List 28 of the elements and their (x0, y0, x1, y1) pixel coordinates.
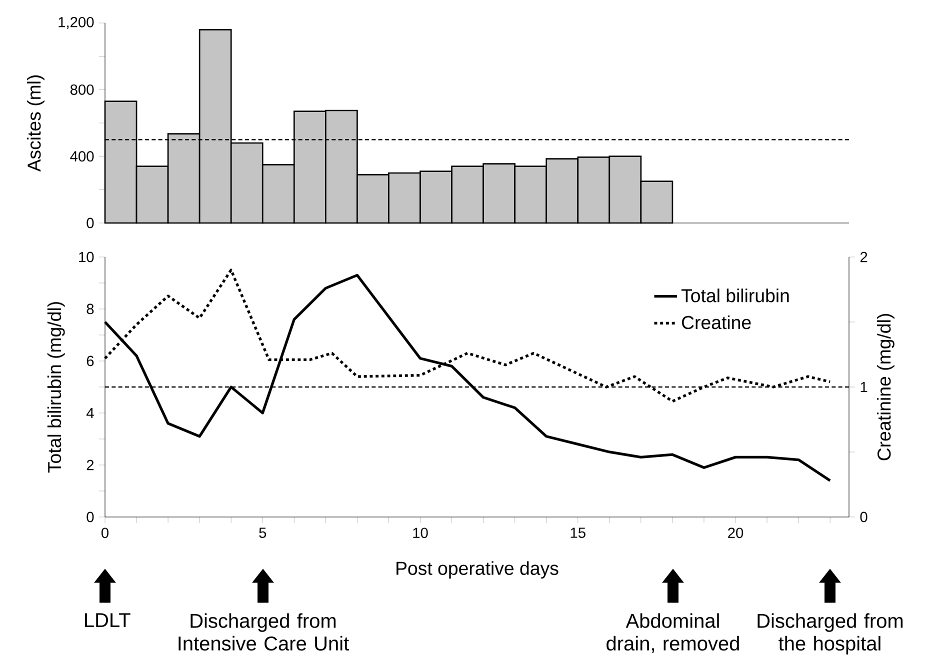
x-tick-label: 15 (570, 528, 586, 538)
x-tick-label: 10 (413, 528, 428, 538)
y2-tick-label: 0 (860, 512, 868, 522)
y-tick-label: 8 (86, 304, 94, 314)
y-tick-label: 10 (79, 252, 94, 262)
y2-axis-title: Creatinine (mg/dl) (877, 314, 894, 460)
y2-tick-label: 2 (860, 252, 868, 262)
y-tick-label: 4 (86, 408, 94, 418)
text: LDLT (85, 613, 130, 628)
y-axis-title: Total bilirubin (mg/dl) (47, 302, 65, 473)
y-tick-label: 6 (86, 356, 94, 366)
y2-tick-label: 1 (860, 382, 868, 392)
x-tick-label: 20 (728, 528, 744, 538)
x-tick-label: 5 (259, 528, 266, 538)
text: Abdominal drain, removed (606, 613, 739, 653)
legend-label: Total bilirubin (681, 288, 789, 302)
x-axis-title: Post operative days (396, 561, 558, 579)
y-tick-label: 0 (86, 218, 94, 228)
y-axis-title: Ascites (ml) (27, 75, 44, 172)
y-tick-label: 0 (86, 512, 94, 522)
legend-label: Creatine (682, 315, 751, 330)
text: Discharged from the hospital (758, 613, 903, 655)
y-tick-label: 2 (86, 460, 94, 470)
y-tick-label: 800 (70, 84, 94, 95)
x-tick-label: 0 (101, 528, 108, 538)
y-tick-label: 400 (70, 151, 94, 162)
y-tick-label: 1,200 (58, 16, 94, 30)
text: Discharged from Intensive Care Unit (178, 613, 349, 651)
